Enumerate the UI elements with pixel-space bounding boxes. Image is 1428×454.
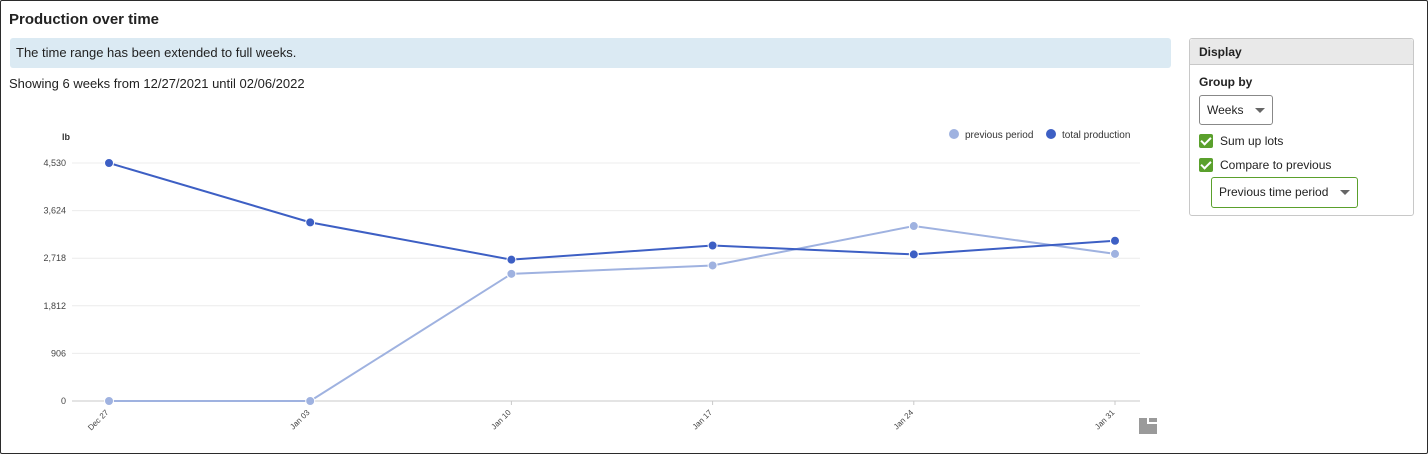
data-point <box>908 221 919 232</box>
legend-label: total production <box>1062 130 1130 141</box>
data-point <box>104 158 114 168</box>
data-point <box>707 260 718 271</box>
production-chart: lb 0 906 1,812 2,718 3,624 4,530 Dec 27 Jan 03 Ja… <box>43 129 1157 434</box>
data-point <box>707 240 718 251</box>
data-point <box>1110 248 1120 259</box>
legend-label: previous period <box>965 130 1033 141</box>
data-point <box>506 268 517 279</box>
checkbox-checked-icon <box>1199 134 1213 148</box>
legend-marker <box>949 129 959 139</box>
range-text: Showing 6 weeks from 12/27/2021 until 02… <box>9 76 305 91</box>
x-tick-label: Jan 03 <box>288 408 312 432</box>
data-point <box>305 396 316 406</box>
y-tick-label: 4,530 <box>43 158 66 168</box>
y-axis-label: lb <box>62 132 71 142</box>
series-line-previous-period <box>109 225 1116 402</box>
group-by-value: Weeks <box>1207 103 1244 117</box>
y-tick-label: 1,812 <box>43 301 66 311</box>
legend-marker <box>1046 129 1056 139</box>
group-by-label: Group by <box>1199 75 1253 89</box>
data-point <box>305 217 316 228</box>
info-banner: The time range has been extended to full… <box>10 38 1171 68</box>
x-tick-label: Jan 17 <box>691 408 715 432</box>
y-tick-label: 906 <box>51 348 66 358</box>
display-panel: Display Group by Weeks Sum up lots Compa… <box>1189 38 1414 216</box>
watermark-logo-icon <box>1139 418 1157 434</box>
group-by-select[interactable]: Weeks <box>1199 95 1273 125</box>
data-point <box>1110 235 1120 246</box>
y-tick-label: 2,718 <box>43 253 66 263</box>
chevron-down-icon <box>1340 190 1350 195</box>
x-tick-label: Jan 31 <box>1093 408 1117 432</box>
x-tick-label: Jan 24 <box>892 408 916 432</box>
data-point <box>908 249 919 260</box>
chevron-down-icon <box>1255 108 1265 113</box>
y-tick-label: 3,624 <box>43 206 66 216</box>
checkbox-checked-icon <box>1199 158 1213 172</box>
x-tick-label: Dec 27 <box>86 408 111 433</box>
compare-checkbox[interactable]: Compare to previous <box>1199 158 1331 172</box>
page-title: Production over time <box>9 11 160 28</box>
compare-label: Compare to previous <box>1220 158 1332 172</box>
x-tick-label: Jan 10 <box>489 408 513 432</box>
data-point <box>506 254 517 265</box>
y-tick-label: 0 <box>61 396 66 406</box>
data-point <box>104 396 114 406</box>
compare-period-select[interactable]: Previous time period <box>1211 177 1358 208</box>
compare-period-value: Previous time period <box>1219 185 1329 199</box>
sum-up-lots-checkbox[interactable]: Sum up lots <box>1199 134 1283 148</box>
series-line-total-production <box>108 162 1116 261</box>
sum-up-lots-label: Sum up lots <box>1220 134 1284 148</box>
display-panel-header: Display <box>1190 39 1413 65</box>
